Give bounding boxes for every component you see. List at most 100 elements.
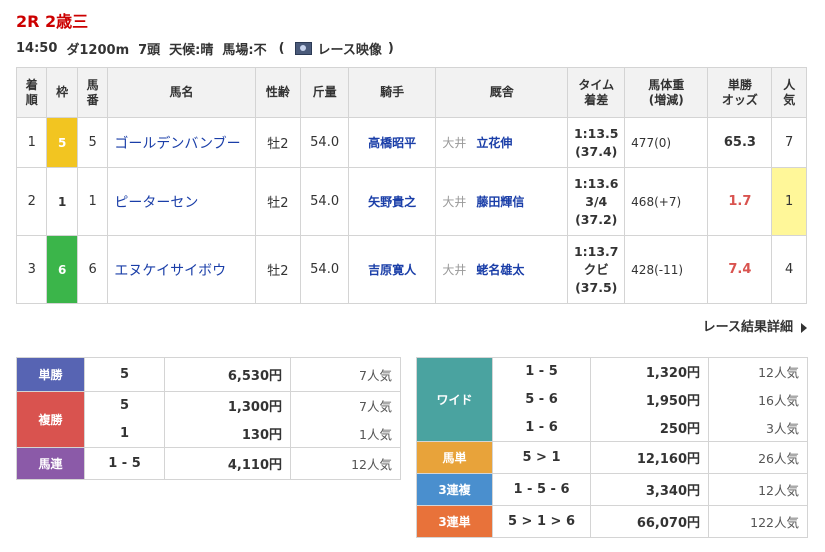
payout-row-wide: 5 - 6 1,950円 16人気 bbox=[417, 385, 808, 414]
payout-amount: 1,320円 bbox=[590, 357, 709, 386]
payout-pop: 7人気 bbox=[290, 391, 401, 420]
kinryo-cell: 54.0 bbox=[300, 235, 349, 304]
time-cell: 1:13.5 (37.4) bbox=[567, 117, 626, 168]
odds-cell: 1.7 bbox=[707, 167, 773, 236]
rank-cell: 2 bbox=[15, 167, 48, 236]
payout-table-left: 単勝 5 6,530円 7人気 複勝 5 1,300円 7人気 1 130円 1… bbox=[16, 357, 401, 480]
payout-row-wide: ワイド 1 - 5 1,320円 12人気 bbox=[416, 357, 808, 442]
video-label: レース映像 bbox=[317, 43, 382, 58]
payout-combo: 5 bbox=[84, 357, 165, 392]
paren-close: ) bbox=[387, 41, 394, 56]
race-details-link[interactable]: レース結果詳細 bbox=[703, 316, 807, 335]
header-row: 着順 枠 馬番 馬名 性齢 斤量 騎手 厩舎 タイム 着差 馬体重 (増減) 単勝オ… bbox=[15, 67, 807, 118]
race-info: 14:50 ダ1200m 7頭 天候:晴 馬場:不 ( レース映像 ) bbox=[16, 39, 394, 58]
payout-amount: 12,160円 bbox=[590, 441, 709, 474]
payout-amount: 3,340円 bbox=[590, 473, 709, 506]
payout-pop: 12人気 bbox=[290, 447, 401, 480]
pop-cell: 7 bbox=[771, 117, 807, 168]
trainer-cell: 大井 蛯名雄太 bbox=[435, 235, 569, 304]
payout-row-sanrentan: 3連単 5 > 1 > 6 66,070円 122人気 bbox=[416, 505, 808, 538]
waku-cell: 6 bbox=[46, 235, 78, 304]
rank-cell: 3 bbox=[15, 235, 48, 304]
race-heads: 7頭 bbox=[138, 43, 161, 58]
weight-cell: 468(+7) bbox=[624, 167, 709, 236]
col-pop: 人気 bbox=[771, 67, 807, 118]
horse-cell: ピーターセン bbox=[107, 167, 256, 236]
horse-cell: エヌケイサイボウ bbox=[107, 235, 256, 304]
jockey-cell: 高橋昭平 bbox=[347, 117, 437, 168]
payout-row-fukusho: 1 130円 1人気 bbox=[17, 419, 401, 448]
table-row: 2 1 1 ピーターセン 牡2 54.0 矢野貴之 大井 藤田輝信 1:13.6 3… bbox=[15, 167, 807, 236]
rank-cell: 1 bbox=[15, 117, 48, 168]
payout-amount: 1,300円 bbox=[164, 391, 291, 420]
jockey-link[interactable]: 矢野貴之 bbox=[368, 195, 417, 209]
payout-pop: 7人気 bbox=[290, 357, 401, 392]
trainer-link[interactable]: 立花伸 bbox=[476, 136, 513, 150]
payout-pop: 1人気 bbox=[290, 419, 401, 448]
payout-combo: 1 - 5 - 6 bbox=[492, 473, 591, 506]
jockey-cell: 吉原寛人 bbox=[347, 235, 437, 304]
payout-row-umaren: 馬連 1 - 5 4,110円 12人気 bbox=[16, 447, 401, 480]
payout-pop: 12人気 bbox=[708, 357, 808, 386]
jockey-cell: 矢野貴之 bbox=[347, 167, 437, 236]
trainer-area: 大井 bbox=[442, 263, 467, 277]
col-trainer: 厩舎 bbox=[435, 67, 569, 118]
trainer-cell: 大井 立花伸 bbox=[435, 117, 569, 168]
kinryo-cell: 54.0 bbox=[300, 167, 349, 236]
payout-combo: 1 - 6 bbox=[492, 413, 591, 442]
payout-combo: 5 - 6 bbox=[492, 385, 591, 414]
payout-row-tansho: 単勝 5 6,530円 7人気 bbox=[16, 357, 401, 392]
col-rank: 着順 bbox=[15, 67, 48, 118]
weight-cell: 477(0) bbox=[624, 117, 709, 168]
paren-open: ( bbox=[278, 41, 285, 56]
label-tansho: 単勝 bbox=[16, 357, 85, 392]
payout-row-sanrenpuku: 3連複 1 - 5 - 6 3,340円 12人気 bbox=[416, 473, 808, 506]
trainer-link[interactable]: 蛯名雄太 bbox=[476, 263, 525, 277]
pop-cell: 4 bbox=[771, 235, 807, 304]
weight-cell: 428(-11) bbox=[624, 235, 709, 304]
payout-combo: 1 bbox=[84, 419, 165, 448]
jockey-link[interactable]: 高橋昭平 bbox=[368, 136, 417, 150]
race-video-link[interactable]: ( レース映像 ) bbox=[279, 39, 394, 58]
video-icon bbox=[294, 42, 312, 55]
payout-combo: 1 - 5 bbox=[84, 447, 165, 480]
label-fukusho: 複勝 bbox=[16, 391, 85, 448]
payout-pop: 122人気 bbox=[708, 505, 808, 538]
col-waku: 枠 bbox=[46, 67, 78, 118]
race-title: 2R 2歳三 bbox=[16, 12, 89, 31]
num-cell: 6 bbox=[76, 235, 109, 304]
payout-pop: 26人気 bbox=[708, 441, 808, 474]
jockey-link[interactable]: 吉原寛人 bbox=[368, 263, 417, 277]
payout-pop: 12人気 bbox=[708, 473, 808, 506]
label-sanrentan: 3連単 bbox=[416, 505, 493, 538]
col-sex-age: 性齢 bbox=[254, 67, 302, 118]
table-row: 1 5 5 ゴールデンバンブー 牡2 54.0 高橋昭平 大井 立花伸 1:13.… bbox=[15, 117, 807, 168]
col-weight: 馬体重 (増減) bbox=[624, 67, 709, 118]
table-row: 3 6 6 エヌケイサイボウ 牡2 54.0 吉原寛人 大井 蛯名雄太 1:13.… bbox=[15, 235, 807, 304]
horse-link[interactable]: ゴールデンバンブー bbox=[114, 135, 241, 152]
payout-amount: 1,950円 bbox=[590, 385, 709, 414]
chevron-right-icon bbox=[801, 322, 807, 333]
sex-age-cell: 牡2 bbox=[254, 167, 302, 236]
payout-combo: 1 - 5 bbox=[492, 357, 591, 386]
payout-amount: 4,110円 bbox=[164, 447, 291, 480]
label-umaren: 馬連 bbox=[16, 447, 85, 480]
payout-amount: 250円 bbox=[590, 413, 709, 442]
payout-combo: 5 bbox=[84, 391, 165, 420]
col-kinryo: 斤量 bbox=[300, 67, 349, 118]
trainer-link[interactable]: 藤田輝信 bbox=[476, 195, 525, 209]
horse-link[interactable]: ピーターセン bbox=[114, 194, 199, 211]
horse-link[interactable]: エヌケイサイボウ bbox=[114, 262, 227, 279]
label-sanrenpuku: 3連複 bbox=[416, 473, 493, 506]
payout-amount: 130円 bbox=[164, 419, 291, 448]
payout-row-umatan: 馬単 5 > 1 12,160円 26人気 bbox=[416, 441, 808, 474]
col-time: タイム 着差 bbox=[567, 67, 626, 118]
payout-combo: 5 > 1 bbox=[492, 441, 591, 474]
payout-combo: 5 > 1 > 6 bbox=[492, 505, 591, 538]
col-jockey: 騎手 bbox=[347, 67, 437, 118]
time-cell: 1:13.7 クビ (37.5) bbox=[567, 235, 626, 304]
time-cell: 1:13.6 3/4 (37.2) bbox=[567, 167, 626, 236]
race-weather: 天候:晴 bbox=[169, 43, 214, 58]
trainer-area: 大井 bbox=[442, 195, 467, 209]
col-horse: 馬名 bbox=[107, 67, 256, 118]
